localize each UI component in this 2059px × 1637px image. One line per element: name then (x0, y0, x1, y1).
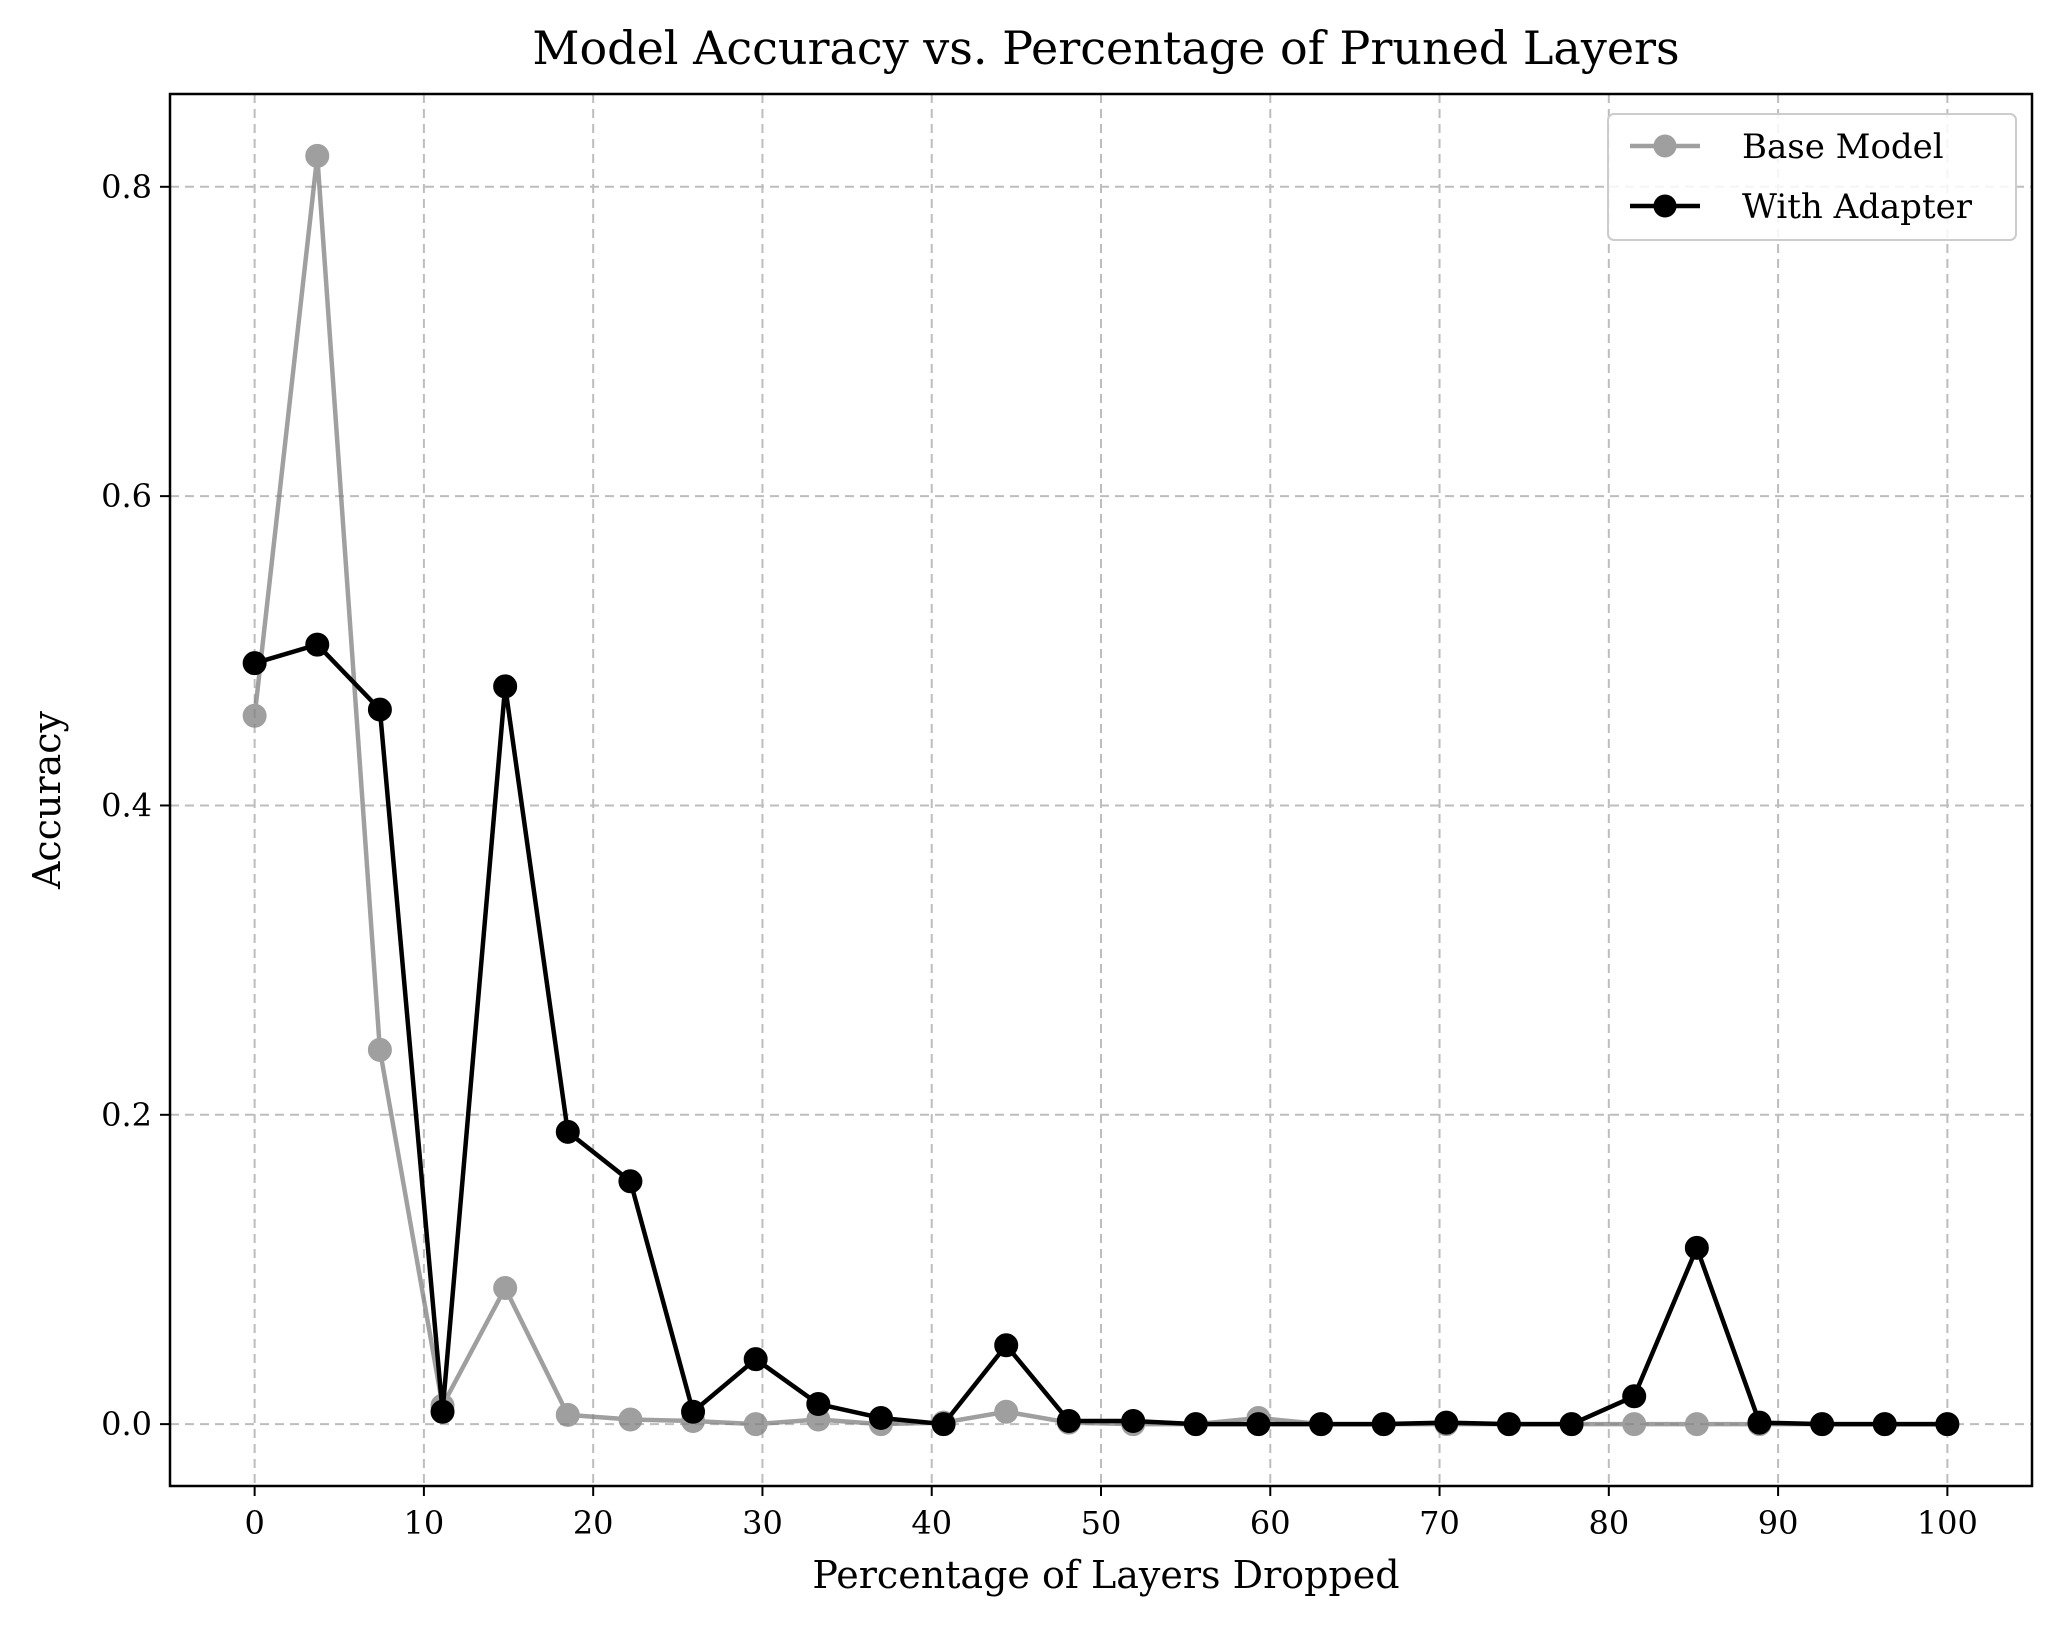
data-point (1056, 1409, 1081, 1434)
data-point (618, 1169, 643, 1194)
legend-item: With Adapter (1630, 187, 1973, 227)
x-tick-label: 80 (1588, 1504, 1629, 1542)
data-point (681, 1399, 706, 1424)
data-point (305, 143, 330, 168)
data-point (242, 651, 267, 676)
legend-label: Base Model (1742, 127, 1944, 167)
y-tick-label: 0.8 (101, 168, 152, 206)
y-tick-label: 0.2 (101, 1096, 152, 1134)
x-tick-label: 70 (1419, 1504, 1460, 1542)
data-point (1121, 1409, 1146, 1434)
data-point (493, 674, 518, 699)
data-point (242, 703, 267, 728)
legend-swatch (1630, 194, 1700, 218)
series-line (253, 642, 1948, 1427)
series-layer (242, 143, 1960, 1437)
legend-swatch (1630, 134, 1700, 158)
x-tick-label: 50 (1081, 1504, 1122, 1542)
data-point (931, 1412, 956, 1437)
data-point (1684, 1412, 1709, 1437)
data-point (1559, 1412, 1584, 1437)
data-point (1747, 1410, 1772, 1435)
data-point (994, 1399, 1019, 1424)
data-point (1684, 1235, 1709, 1260)
data-point (1810, 1412, 1835, 1437)
data-point (493, 1276, 518, 1301)
data-point (806, 1392, 831, 1417)
data-point (868, 1405, 893, 1430)
data-point (305, 632, 330, 657)
data-point (1183, 1412, 1208, 1437)
y-tick-label: 0.4 (101, 786, 152, 824)
x-tick-label: 60 (1250, 1504, 1291, 1542)
data-point (555, 1119, 580, 1144)
data-point (1434, 1410, 1459, 1435)
data-point (1309, 1412, 1334, 1437)
x-tick-label: 10 (404, 1504, 445, 1542)
legend: Base Model With Adapter (1607, 113, 2017, 241)
x-axis-label: Percentage of Layers Dropped (812, 1553, 1399, 1597)
data-point (430, 1399, 455, 1424)
data-point (1935, 1412, 1960, 1437)
x-tick-label: 0 (244, 1504, 264, 1542)
data-point (555, 1402, 580, 1427)
legend-marker (1653, 134, 1677, 158)
series-with-adapter (242, 632, 1960, 1437)
y-tick-label: 0.6 (101, 477, 152, 515)
tick-layer: 0 10 20 30 40 50 60 70 80 90 100 0.0 0.2 0.4 0.6 0.8 (101, 168, 1978, 1542)
chart-title: Model Accuracy vs. Percentage of Pruned … (532, 21, 1679, 75)
x-tick-label: 40 (911, 1504, 952, 1542)
x-tick-label: 30 (742, 1504, 783, 1542)
data-point (367, 697, 392, 722)
data-point (743, 1347, 768, 1372)
series-line (252, 153, 1948, 1427)
legend-label: With Adapter (1742, 187, 1973, 227)
data-point (618, 1407, 643, 1432)
x-tick-label: 90 (1758, 1504, 1799, 1542)
data-point (1622, 1412, 1647, 1437)
legend-item: Base Model (1630, 127, 1944, 167)
x-tick-label: 20 (573, 1504, 614, 1542)
data-point (367, 1037, 392, 1062)
legend-box (1607, 113, 2017, 241)
x-tick-label: 100 (1917, 1504, 1978, 1542)
legend-marker (1653, 194, 1677, 218)
grid-layer (170, 94, 2032, 1486)
y-axis-label: Accuracy (25, 710, 69, 890)
data-point (1496, 1412, 1521, 1437)
data-point (1622, 1384, 1647, 1409)
data-point (1872, 1412, 1897, 1437)
data-point (1371, 1412, 1396, 1437)
y-tick-label: 0.0 (101, 1405, 152, 1443)
data-point (743, 1412, 768, 1437)
data-point (994, 1333, 1019, 1358)
data-point (1246, 1412, 1271, 1437)
